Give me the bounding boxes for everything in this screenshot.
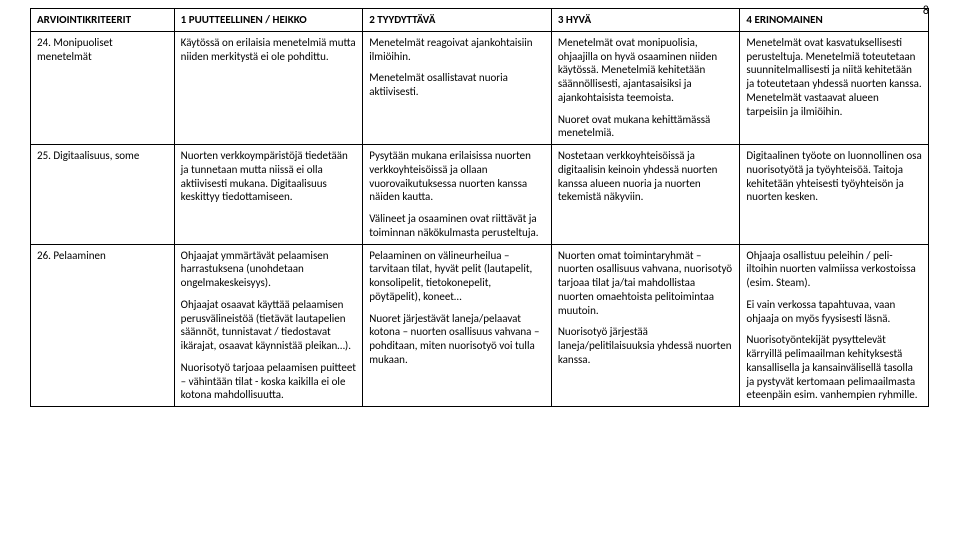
cell-text: Nuoret järjestävät laneja/pelaavat koton…	[369, 312, 545, 367]
cell-text: Pelaaminen on välineurheilua – tarvitaan…	[369, 249, 545, 304]
cell-text: Menetelmät ovat kasvatuksellisesti perus…	[746, 36, 922, 119]
table-row: 26. Pelaaminen Ohjaajat ymmärtävät pelaa…	[31, 244, 929, 407]
cell-text: Nuorten verkkoympäristöjä tiedetään ja t…	[181, 149, 357, 204]
row25-criterion: 25. Digitaalisuus, some	[31, 145, 175, 245]
row25-level3: Nostetaan verkkoyhteisöissä ja digitaali…	[551, 145, 740, 245]
col-header-2: 2 TYYDYTTÄVÄ	[363, 9, 552, 32]
row24-level2: Menetelmät reagoivat ajankohtaisiin ilmi…	[363, 31, 552, 144]
cell-text: Ei vain verkossa tapahtuvaa, vaan ohjaaj…	[746, 298, 922, 326]
cell-text: Välineet ja osaaminen ovat riittävät ja …	[369, 212, 545, 240]
cell-text: Nuorten omat toimintaryhmät – nuorten os…	[558, 249, 734, 318]
table-row: 25. Digitaalisuus, some Nuorten verkkoym…	[31, 145, 929, 245]
page-number: 8	[923, 4, 929, 18]
row24-level4: Menetelmät ovat kasvatuksellisesti perus…	[740, 31, 929, 144]
cell-text: Nuorisotyöntekijät pysyttelevät kärryill…	[746, 333, 922, 402]
row26-criterion: 26. Pelaaminen	[31, 244, 175, 407]
row26-level1: Ohjaajat ymmärtävät pelaamisen harrastuk…	[174, 244, 363, 407]
col-header-0: ARVIOINTIKRITEERIT	[31, 9, 175, 32]
col-header-1: 1 PUUTTEELLINEN / HEIKKO	[174, 9, 363, 32]
cell-text: Menetelmät osallistavat nuoria aktiivise…	[369, 71, 545, 99]
cell-text: Nuorisotyö tarjoaa pelaamisen puitteet –…	[181, 361, 357, 402]
cell-text: Nuoret ovat mukana kehittämässä menetelm…	[558, 113, 734, 141]
cell-text: Ohjaajat osaavat käyttää pelaamisen peru…	[181, 298, 357, 353]
cell-text: Pysytään mukana erilaisissa nuorten verk…	[369, 149, 545, 204]
cell-text: Menetelmät reagoivat ajankohtaisiin ilmi…	[369, 36, 545, 64]
cell-text: Käytössä on erilaisia menetelmiä mutta n…	[181, 36, 357, 64]
row25-level1: Nuorten verkkoympäristöjä tiedetään ja t…	[174, 145, 363, 245]
col-header-4: 4 ERINOMAINEN	[740, 9, 929, 32]
criteria-table: ARVIOINTIKRITEERIT 1 PUUTTEELLINEN / HEI…	[30, 8, 929, 407]
cell-text: Ohjaaja osallistuu peleihin / peli-iltoi…	[746, 249, 922, 290]
row26-level2: Pelaaminen on välineurheilua – tarvitaan…	[363, 244, 552, 407]
cell-text: Digitaalinen työote on luonnollinen osa …	[746, 149, 922, 204]
col-header-3: 3 HYVÄ	[551, 9, 740, 32]
row24-level1: Käytössä on erilaisia menetelmiä mutta n…	[174, 31, 363, 144]
row25-level4: Digitaalinen työote on luonnollinen osa …	[740, 145, 929, 245]
cell-text: Nostetaan verkkoyhteisöissä ja digitaali…	[558, 149, 734, 204]
row24-criterion: 24. Monipuoliset menetelmät	[31, 31, 175, 144]
row26-level4: Ohjaaja osallistuu peleihin / peli-iltoi…	[740, 244, 929, 407]
row25-level2: Pysytään mukana erilaisissa nuorten verk…	[363, 145, 552, 245]
cell-text: Nuorisotyö järjestää laneja/pelitilaisuu…	[558, 325, 734, 366]
cell-text: Ohjaajat ymmärtävät pelaamisen harrastuk…	[181, 249, 357, 290]
row26-level3: Nuorten omat toimintaryhmät – nuorten os…	[551, 244, 740, 407]
table-header-row: ARVIOINTIKRITEERIT 1 PUUTTEELLINEN / HEI…	[31, 9, 929, 32]
cell-text: Menetelmät ovat monipuolisia, ohjaajilla…	[558, 36, 734, 105]
table-row: 24. Monipuoliset menetelmät Käytössä on …	[31, 31, 929, 144]
row24-level3: Menetelmät ovat monipuolisia, ohjaajilla…	[551, 31, 740, 144]
